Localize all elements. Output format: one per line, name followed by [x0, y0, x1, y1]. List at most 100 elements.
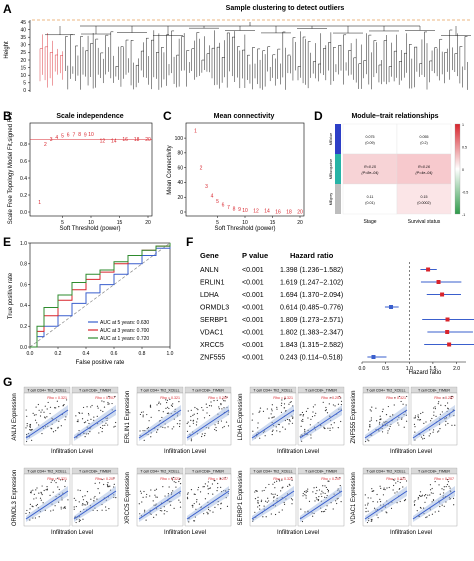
scatter-dot	[216, 490, 218, 492]
scatter-dot	[306, 490, 309, 492]
scatter-dot	[447, 481, 450, 483]
regression-line	[138, 409, 182, 439]
facet-header-text: T cell CD4+ Th2_XCELL	[140, 388, 179, 392]
scatter-dot	[194, 493, 196, 496]
scatter-dot	[33, 493, 35, 495]
panel-b-ticks: 0.8 0.6 0.4 0.2 0.0 5 10 15 20	[20, 142, 151, 226]
scatter-dot	[46, 489, 48, 491]
scatter-dot	[397, 480, 399, 482]
rho-text: Rho = 0.207	[434, 477, 454, 481]
scatter-dot	[44, 417, 46, 419]
scatter-dot	[37, 403, 39, 406]
scatter-dot	[212, 493, 214, 495]
scatter-dot	[291, 499, 294, 501]
scatter-dot	[428, 514, 430, 516]
scatter-dot	[327, 491, 329, 493]
scatter-dot	[377, 517, 379, 519]
confidence-band	[139, 405, 181, 441]
scatter-dot	[142, 411, 144, 413]
scatter-dot	[39, 415, 42, 417]
scatter-dot	[432, 431, 434, 433]
scatter-dot	[202, 409, 204, 411]
scatter-dot	[84, 421, 87, 423]
scatter-dot	[86, 406, 88, 408]
scatter-dot	[340, 403, 342, 406]
scatter-dot	[315, 412, 317, 414]
scatter-dot	[443, 397, 445, 399]
scatter-dot	[425, 493, 427, 496]
panel-f-xtick: 0.5	[382, 366, 389, 372]
panel-a-ytick: 35	[20, 35, 26, 41]
panel-c-point: 9	[238, 207, 241, 213]
scatter-dot	[196, 412, 198, 415]
scatter-dot	[73, 506, 75, 508]
rho-text: Rho = 0.207	[434, 396, 454, 400]
scatter-dot	[29, 424, 31, 426]
heatmap-cell	[342, 123, 398, 155]
scatter-dot	[145, 519, 147, 521]
scatter-dot	[190, 419, 192, 421]
scatter-dot	[398, 395, 401, 398]
scatter-dot	[429, 484, 432, 486]
scatter-dot	[77, 419, 79, 421]
scatter-dot	[114, 395, 116, 398]
scatter-dot	[51, 479, 53, 481]
forest-point	[371, 355, 376, 359]
panel-d-heatmap: MEblue 0.075 (0.09) 0.055 (0.2) MEturquoise R=…	[329, 123, 468, 225]
scatter-dot	[106, 424, 109, 426]
scatter-dot	[417, 497, 420, 499]
panel-g-xlabel: Infiltration Level	[51, 449, 93, 455]
panel-b-point: 18	[134, 137, 140, 143]
module-color-bar	[335, 184, 341, 214]
scatter-dot	[147, 426, 149, 429]
panel-e-ytick: 1.0	[20, 241, 27, 247]
regression-line	[73, 490, 117, 520]
scatter-dot	[64, 506, 66, 508]
scatter-dot	[274, 513, 277, 516]
scatter-dot	[425, 497, 428, 499]
scatter-dot	[432, 407, 435, 409]
scatter-dot	[103, 406, 106, 408]
scatter-dot	[324, 410, 327, 412]
confidence-band	[300, 486, 342, 522]
scatter-dot	[91, 404, 93, 407]
scatter-dot	[73, 508, 75, 510]
forest-point	[445, 317, 450, 322]
scatter-dot	[402, 486, 404, 488]
scatter-dot	[325, 406, 327, 409]
scatter-dot	[220, 403, 222, 406]
scatter-dot	[40, 411, 42, 413]
scatter-dot	[187, 410, 189, 412]
scatter-dot	[43, 489, 45, 492]
panel-a: A Sample clustering to detect outliers H…	[3, 2, 472, 94]
scatter-dot	[222, 427, 224, 429]
scatter-dot	[142, 430, 144, 432]
scatter-dot	[290, 498, 293, 500]
scatter-dot	[172, 490, 174, 492]
scatter-dot	[178, 401, 180, 403]
panel-b-ylabel: Scale Free Topology Model Fit,signed R^2	[8, 111, 14, 224]
module-color-bar	[335, 124, 341, 154]
panel-g-xlabel: Infiltration Level	[51, 530, 93, 536]
scatter-dot	[208, 414, 211, 417]
scatter-dot	[439, 428, 441, 430]
scatter-dot	[97, 487, 99, 490]
scatter-dot	[178, 480, 180, 483]
scatter-dot	[304, 430, 306, 432]
scatter-dot	[192, 504, 194, 507]
scatter-dot	[326, 488, 329, 491]
panel-b-point: 14	[111, 139, 117, 145]
scatter-dot	[251, 419, 253, 421]
scatter-dot	[335, 476, 337, 479]
scatter-dot	[439, 493, 441, 495]
scatter-dot	[443, 489, 445, 491]
scatter-dot	[419, 419, 421, 421]
scatter-dot	[323, 510, 326, 512]
scatter-dot	[252, 413, 254, 415]
scatter-dot	[179, 420, 181, 422]
scatter-dot	[271, 404, 273, 406]
scatter-dot	[387, 405, 389, 408]
scatter-dot	[263, 489, 265, 492]
scatter-dot	[45, 489, 47, 491]
scatter-dot	[26, 425, 28, 427]
